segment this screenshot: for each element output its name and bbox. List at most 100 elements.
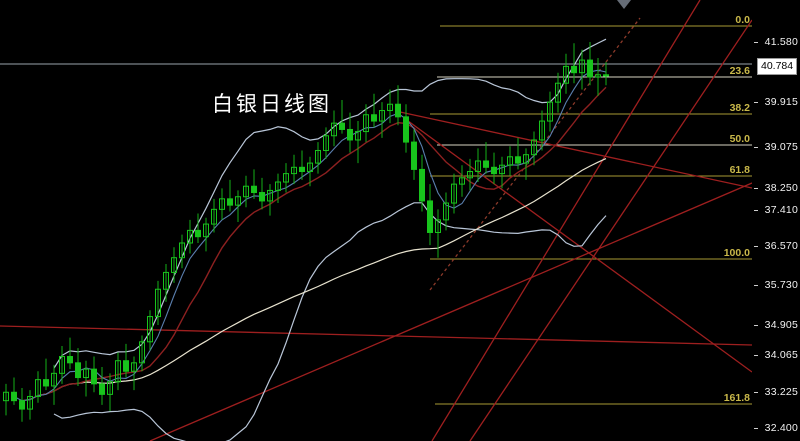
candlestick (187, 219, 193, 254)
candlestick (51, 364, 57, 405)
fib-level-label-0.0: 0.0 (735, 14, 750, 26)
candlestick (411, 129, 417, 180)
candlestick (499, 156, 505, 189)
fib-level-label-61.8: 61.8 (729, 164, 750, 176)
candlestick (211, 198, 217, 233)
candlestick (451, 173, 457, 214)
fib-level-label-100.0: 100.0 (723, 247, 750, 259)
candlestick (363, 104, 369, 143)
cursor-marker-icon (617, 0, 631, 9)
candlestick (171, 247, 177, 283)
candlestick (83, 360, 89, 397)
fib-level-label-50.0: 50.0 (729, 133, 750, 145)
candlestick (491, 152, 497, 185)
ma-blue-line (13, 69, 607, 402)
candlestick (203, 217, 209, 252)
candlestick (123, 343, 129, 378)
candlestick (107, 373, 113, 412)
candlestick (603, 62, 609, 86)
candlestick (339, 100, 345, 134)
price-axis-tick (754, 210, 758, 211)
candlestick (11, 377, 17, 405)
candlestick (595, 57, 601, 96)
current-price-tag: 40.784 (757, 58, 798, 75)
candlestick (99, 367, 105, 405)
candlestick (323, 127, 329, 159)
fib-level-label-23.6: 23.6 (729, 65, 750, 77)
candlestick (59, 346, 65, 384)
ma-red-line (21, 86, 607, 402)
candlestick (131, 356, 137, 391)
candlestick (531, 131, 537, 166)
candlestick (307, 156, 313, 187)
candlestick (27, 390, 33, 420)
candlestick (379, 102, 385, 138)
candlestick (291, 154, 297, 185)
chart-canvas (0, 0, 752, 441)
candlestick (467, 158, 473, 191)
price-axis-tick-label: 36.570 (764, 240, 798, 252)
candlestick (227, 179, 233, 212)
candlestick (403, 104, 409, 153)
candlestick (19, 388, 25, 422)
candlestick (75, 348, 81, 386)
candlestick (219, 188, 225, 220)
candlestick (539, 110, 545, 151)
candlestick (571, 43, 577, 84)
fib-level-label-161.8: 161.8 (723, 392, 750, 404)
candlestick (147, 310, 153, 351)
chart-watermark-label: 白银日线图 (212, 92, 332, 116)
candlestick (475, 148, 481, 183)
candlestick (275, 173, 281, 204)
candlestick (347, 112, 353, 153)
candlestick (251, 169, 257, 199)
candlestick (563, 53, 569, 94)
trendline-rising-support-major (149, 182, 752, 441)
price-axis-tick-label: 39.075 (764, 141, 798, 153)
price-axis-tick-label: 38.250 (764, 182, 798, 194)
plot-area[interactable] (0, 0, 752, 441)
price-axis-tick (754, 285, 758, 286)
candlestick (483, 142, 489, 174)
candlestick (547, 91, 553, 132)
price-axis-tick-label: 37.410 (764, 204, 798, 216)
price-axis-tick (754, 428, 758, 429)
candlestick (299, 150, 305, 180)
candlestick (315, 142, 321, 174)
candlestick (435, 209, 441, 258)
candlestick (459, 165, 465, 197)
price-axis-tick-label: 33.225 (764, 386, 798, 398)
price-axis-tick (754, 147, 758, 148)
ma-white-line (37, 158, 607, 397)
price-axis-tick-label: 41.580 (764, 36, 798, 48)
candlestick (427, 184, 433, 246)
trendline-descending-resistance (399, 111, 752, 189)
trendline-rising-channel-steep (431, 0, 701, 441)
candlestick (443, 192, 449, 231)
candlestick (139, 335, 145, 372)
candlestick (235, 190, 241, 222)
candlestick (259, 177, 265, 210)
trendline-descending-long (403, 117, 752, 373)
candlestick (115, 352, 121, 391)
candlestick (267, 184, 273, 216)
price-axis-tick (754, 246, 758, 247)
price-axis-tick (754, 188, 758, 189)
candlestick (331, 110, 337, 147)
fib-level-label-38.2: 38.2 (729, 102, 750, 114)
price-axis-tick-label: 34.065 (764, 349, 798, 361)
candlestick (91, 356, 97, 393)
candlestick (155, 280, 161, 325)
candlestick (507, 146, 513, 176)
candlestick (387, 89, 393, 124)
price-axis-tick-label: 32.400 (764, 422, 798, 434)
candlestick (3, 383, 9, 416)
price-axis-tick (754, 42, 758, 43)
price-axis-tick-label: 35.730 (764, 279, 798, 291)
price-axis-tick-label: 34.905 (764, 319, 798, 331)
bollinger-lower-band (53, 202, 607, 441)
candlestick (67, 337, 73, 370)
candlestick (395, 85, 401, 126)
candlestick (523, 148, 529, 180)
